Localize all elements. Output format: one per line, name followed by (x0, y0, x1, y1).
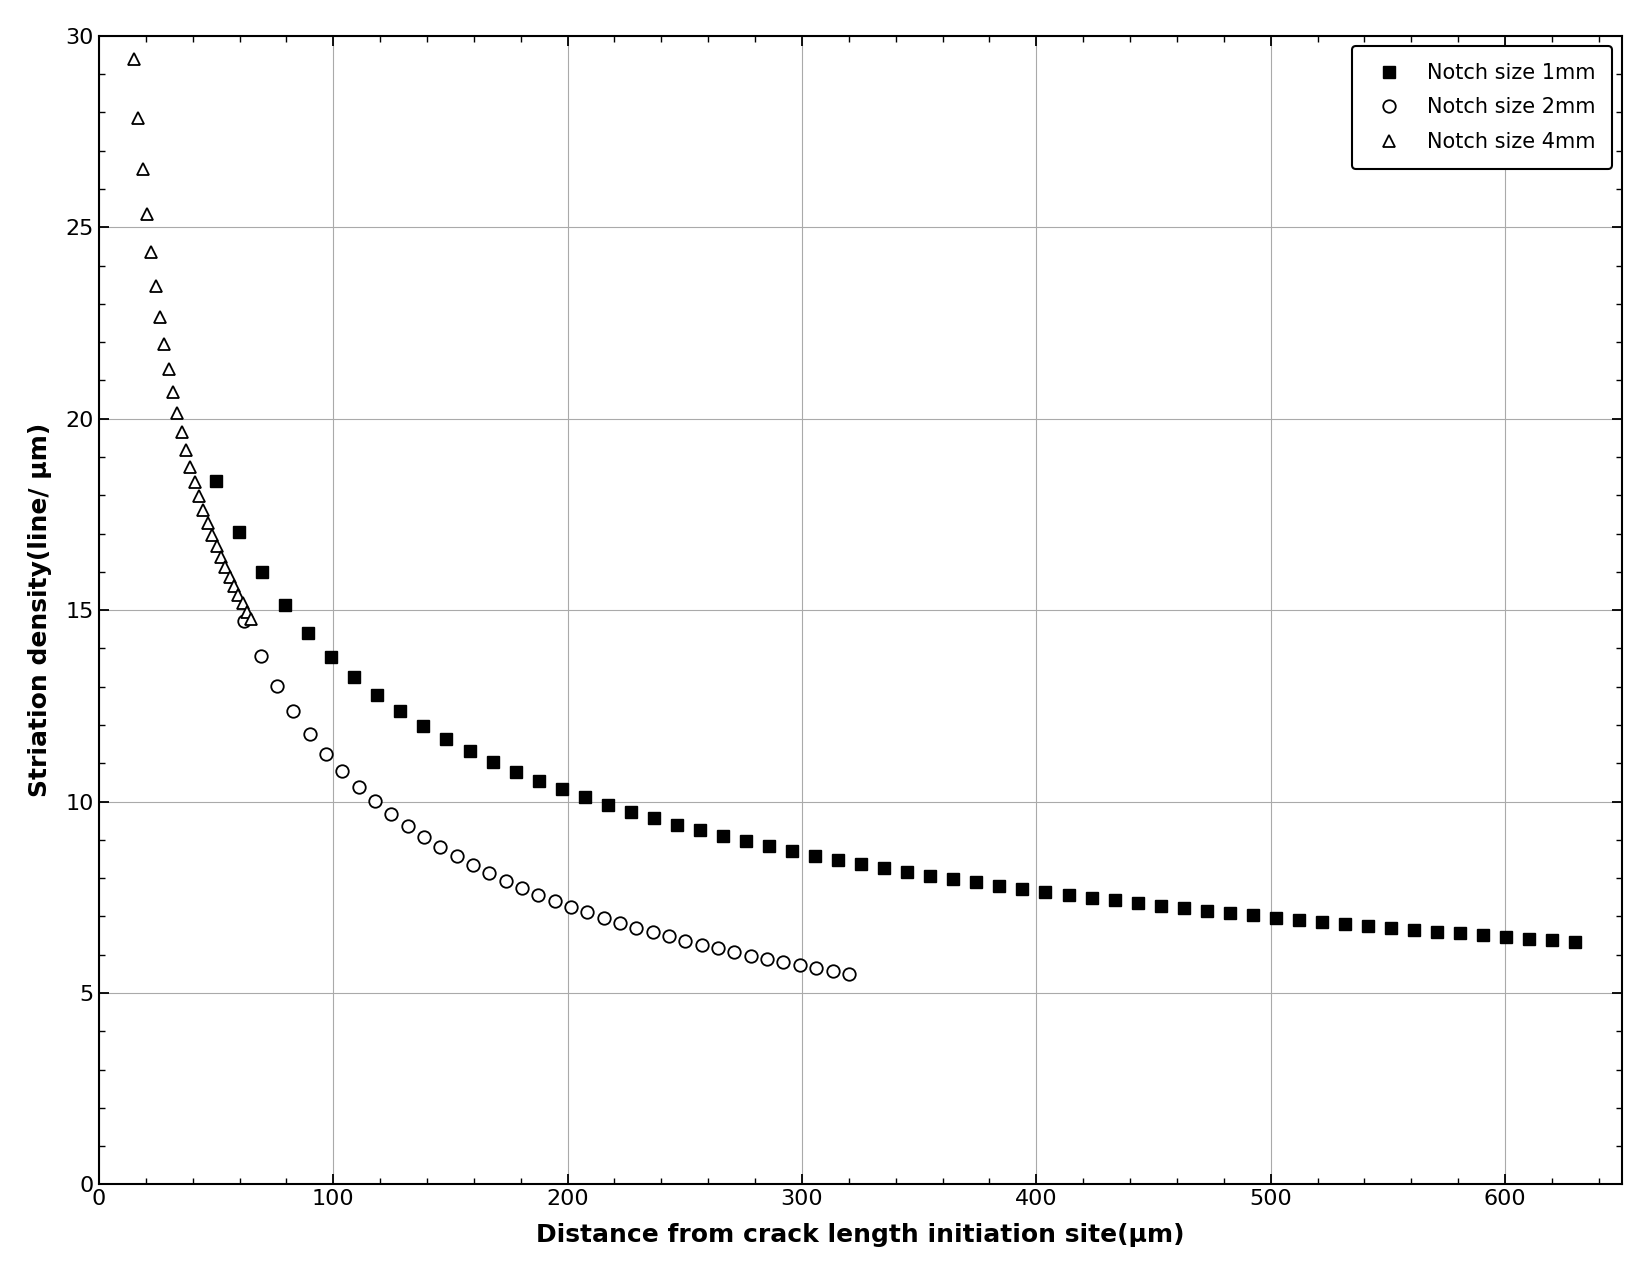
Notch size 2mm (644, 924, 663, 940)
Notch size 2mm (284, 704, 304, 719)
Notch size 1mm (206, 473, 226, 488)
Line: Notch size 1mm: Notch size 1mm (211, 476, 1581, 947)
Notch size 2mm (431, 839, 450, 854)
Notch size 2mm (838, 966, 858, 982)
Notch size 4mm (129, 111, 148, 126)
Notch size 2mm (251, 649, 271, 664)
Notch size 4mm (168, 405, 188, 421)
Notch size 2mm (348, 779, 368, 794)
Notch size 4mm (137, 205, 157, 221)
Notch size 4mm (219, 569, 239, 584)
X-axis label: Distance from crack length initiation site(μm): Distance from crack length initiation si… (536, 1223, 1185, 1247)
Notch size 2mm (610, 915, 630, 931)
Notch size 2mm (512, 880, 531, 895)
Notch size 2mm (594, 910, 614, 926)
Notch size 2mm (823, 964, 843, 979)
Notch size 2mm (381, 807, 401, 822)
Notch size 2mm (627, 919, 647, 935)
Notch size 2mm (365, 793, 384, 808)
Notch size 1mm (551, 782, 571, 797)
Notch size 4mm (158, 362, 178, 377)
Notch size 4mm (177, 442, 196, 458)
Notch size 2mm (774, 955, 794, 970)
Notch size 2mm (447, 849, 467, 864)
Notch size 2mm (675, 933, 695, 949)
Notch size 4mm (163, 384, 183, 399)
Notch size 2mm (464, 858, 483, 873)
Notch size 2mm (741, 949, 761, 964)
Notch size 1mm (1059, 887, 1079, 903)
Legend: Notch size 1mm, Notch size 2mm, Notch size 4mm: Notch size 1mm, Notch size 2mm, Notch si… (1351, 46, 1612, 168)
Notch size 2mm (317, 746, 337, 761)
Notch size 4mm (198, 515, 218, 530)
Notch size 4mm (190, 488, 210, 504)
Notch size 4mm (241, 612, 261, 627)
Notch size 4mm (203, 527, 223, 542)
Notch size 2mm (398, 819, 417, 834)
Notch size 1mm (1566, 935, 1586, 950)
Notch size 4mm (134, 162, 153, 177)
Notch size 4mm (185, 474, 205, 490)
Notch size 4mm (145, 279, 165, 295)
Notch size 2mm (708, 941, 728, 956)
Notch size 4mm (228, 588, 248, 603)
Notch size 4mm (142, 245, 162, 260)
Notch size 4mm (155, 337, 175, 352)
Notch size 2mm (807, 961, 827, 977)
Notch size 2mm (660, 928, 680, 944)
Notch size 2mm (414, 830, 434, 845)
Notch size 4mm (150, 309, 170, 324)
Notch size 4mm (124, 51, 144, 66)
Notch size 1mm (437, 732, 457, 747)
Notch size 2mm (544, 894, 564, 909)
Notch size 2mm (757, 951, 777, 966)
Notch size 4mm (180, 459, 200, 474)
Notch size 1mm (667, 817, 686, 833)
Notch size 2mm (234, 613, 254, 629)
Notch size 2mm (790, 958, 810, 973)
Line: Notch size 2mm: Notch size 2mm (238, 615, 855, 980)
Notch size 2mm (332, 764, 351, 779)
Notch size 2mm (267, 678, 287, 694)
Line: Notch size 4mm: Notch size 4mm (127, 52, 257, 626)
Notch size 2mm (561, 899, 581, 914)
Notch size 1mm (644, 811, 663, 826)
Notch size 4mm (238, 604, 257, 620)
Notch size 2mm (528, 887, 548, 903)
Notch size 2mm (578, 905, 597, 921)
Notch size 2mm (480, 866, 500, 881)
Notch size 2mm (691, 937, 711, 952)
Notch size 4mm (172, 425, 191, 440)
Notch size 2mm (724, 945, 744, 960)
Notch size 2mm (495, 873, 515, 889)
Notch size 4mm (206, 538, 226, 553)
Notch size 4mm (224, 579, 244, 594)
Notch size 4mm (193, 502, 213, 518)
Notch size 4mm (233, 595, 252, 611)
Notch size 4mm (214, 560, 234, 575)
Notch size 4mm (211, 550, 231, 565)
Y-axis label: Striation density(line/ μm): Striation density(line/ μm) (28, 423, 51, 797)
Notch size 2mm (300, 727, 320, 742)
Notch size 1mm (597, 797, 617, 812)
